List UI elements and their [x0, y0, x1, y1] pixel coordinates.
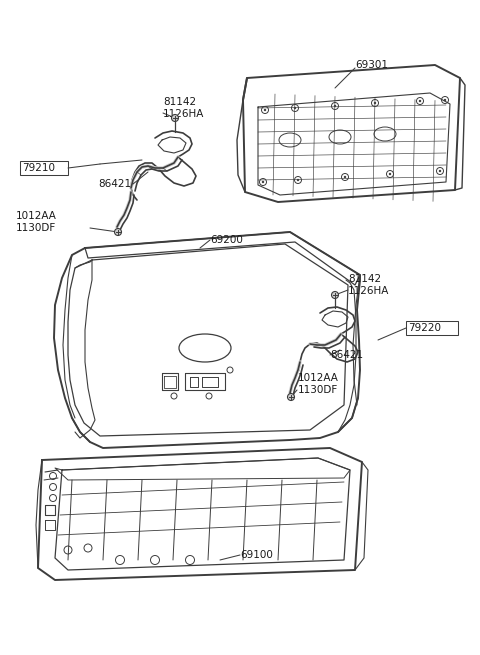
Text: 86421: 86421	[98, 179, 131, 189]
Circle shape	[115, 229, 121, 236]
Text: 69100: 69100	[240, 550, 273, 560]
Circle shape	[334, 105, 336, 107]
Text: 86421: 86421	[330, 350, 363, 360]
Text: 81142
1126HA: 81142 1126HA	[163, 96, 204, 119]
Text: 1012AA
1130DF: 1012AA 1130DF	[16, 211, 57, 233]
Circle shape	[262, 181, 264, 183]
Circle shape	[419, 100, 421, 102]
Circle shape	[297, 179, 299, 181]
Text: 81142
1126HA: 81142 1126HA	[348, 274, 389, 297]
Circle shape	[288, 394, 295, 400]
Text: 1012AA
1130DF: 1012AA 1130DF	[298, 373, 339, 396]
Circle shape	[444, 99, 446, 102]
Circle shape	[171, 115, 179, 121]
Text: 69301: 69301	[355, 60, 388, 70]
Circle shape	[439, 170, 441, 172]
Circle shape	[344, 176, 346, 178]
Circle shape	[294, 107, 296, 109]
Circle shape	[374, 102, 376, 104]
Text: 79210: 79210	[22, 163, 55, 173]
Circle shape	[264, 109, 266, 111]
Text: 79220: 79220	[408, 323, 441, 333]
Circle shape	[389, 173, 391, 175]
Text: 69200: 69200	[210, 235, 243, 245]
Circle shape	[332, 291, 338, 299]
